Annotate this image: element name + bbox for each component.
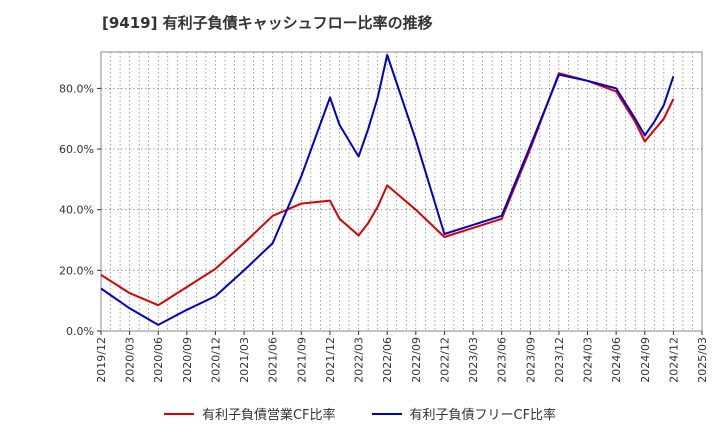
legend-label-free-cf: 有利子負債フリーCF比率 bbox=[409, 408, 557, 423]
legend-item-free-cf: 有利子負債フリーCF比率 bbox=[371, 404, 557, 423]
x-tick-label: 2021/09 bbox=[295, 337, 308, 383]
x-tick-label: 2024/12 bbox=[667, 337, 680, 383]
series-line-0 bbox=[100, 72, 675, 307]
x-tick-label: 2022/12 bbox=[438, 337, 451, 383]
legend-swatch-red bbox=[163, 412, 194, 415]
x-tick-label: 2023/09 bbox=[524, 337, 537, 383]
x-tick-label: 2021/03 bbox=[238, 337, 251, 383]
y-tick-label: 60.0% bbox=[59, 143, 94, 156]
legend: 有利子負債営業CF比率 有利子負債フリーCF比率 bbox=[0, 404, 720, 423]
x-tick-label: 2020/12 bbox=[209, 337, 222, 383]
legend-swatch-blue bbox=[371, 412, 402, 415]
x-tick-label: 2024/03 bbox=[582, 337, 595, 383]
series-line-1 bbox=[100, 54, 675, 326]
series-lines bbox=[100, 54, 675, 326]
x-tick-label: 2024/06 bbox=[610, 337, 623, 383]
x-axis: 2019/12 2020/03 2020/06 2020/09 2020/12 2021/… bbox=[95, 331, 709, 383]
x-tick-label: 2020/06 bbox=[152, 337, 165, 383]
y-tick-label: 40.0% bbox=[59, 204, 94, 217]
x-tick-label: 2024/09 bbox=[639, 337, 652, 383]
x-tick-label: 2021/12 bbox=[324, 337, 337, 383]
x-tick-label: 2020/09 bbox=[181, 337, 194, 383]
legend-label-operating-cf: 有利子負債営業CF比率 bbox=[201, 408, 336, 423]
chart-title: [9419] 有利子負債キャッシュフロー比率の推移 bbox=[102, 14, 433, 32]
grid-lines bbox=[101, 52, 702, 331]
x-tick-label: 2019/12 bbox=[95, 337, 108, 383]
y-tick-label: 80.0% bbox=[59, 82, 94, 95]
x-tick-label: 2022/09 bbox=[410, 337, 423, 383]
legend-item-operating-cf: 有利子負債営業CF比率 bbox=[163, 404, 336, 423]
plot-area bbox=[100, 51, 703, 332]
y-tick-label: 0.0% bbox=[66, 325, 94, 338]
x-tick-label: 2022/03 bbox=[353, 337, 366, 383]
x-tick-label: 2023/03 bbox=[467, 337, 480, 383]
x-tick-label: 2022/06 bbox=[381, 337, 394, 383]
x-tick-label: 2023/06 bbox=[496, 337, 509, 383]
y-axis: 0.0% 20.0% 40.0% 60.0% 80.0% bbox=[59, 82, 101, 338]
x-tick-label: 2020/03 bbox=[124, 337, 137, 383]
x-tick-label: 2021/06 bbox=[267, 337, 280, 383]
y-tick-label: 20.0% bbox=[59, 264, 94, 277]
x-tick-label: 2023/12 bbox=[553, 337, 566, 383]
x-tick-label: 2025/03 bbox=[696, 337, 709, 383]
